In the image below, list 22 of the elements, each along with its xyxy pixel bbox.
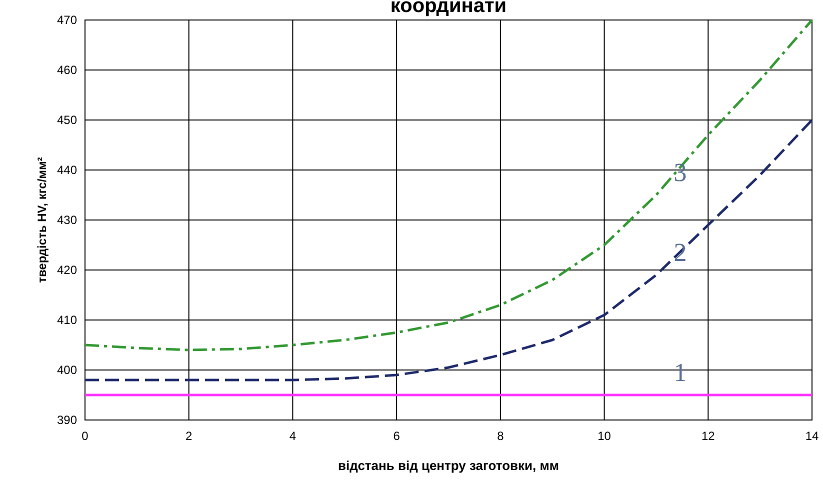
x-axis-title: відстань від центру заготовки, мм [338, 458, 559, 473]
y-tick-label: 410 [56, 313, 78, 327]
x-tick-label: 12 [701, 429, 716, 443]
y-tick-label: 430 [56, 213, 78, 227]
chart-title: координати [390, 0, 507, 17]
y-tick-label: 470 [56, 13, 78, 27]
x-tick-label: 6 [393, 429, 400, 443]
x-tick-label: 4 [289, 429, 296, 443]
y-tick-label: 390 [56, 413, 78, 427]
x-tick-label: 8 [497, 429, 504, 443]
x-tick-label: 14 [805, 429, 819, 443]
y-tick-label: 450 [56, 113, 78, 127]
x-tick-label: 2 [186, 429, 193, 443]
line-series [84, 18, 814, 352]
x-tick-label: 0 [82, 429, 89, 443]
y-axis-title: твердість HV, кгс/мм² [35, 157, 49, 283]
y-tick-label: 460 [56, 63, 78, 77]
x-tick-label: 10 [598, 429, 612, 443]
y-tick-label: 420 [56, 263, 78, 277]
y-tick-label: 400 [56, 363, 78, 377]
y-tick-label: 440 [56, 163, 78, 177]
line-series [84, 118, 814, 382]
